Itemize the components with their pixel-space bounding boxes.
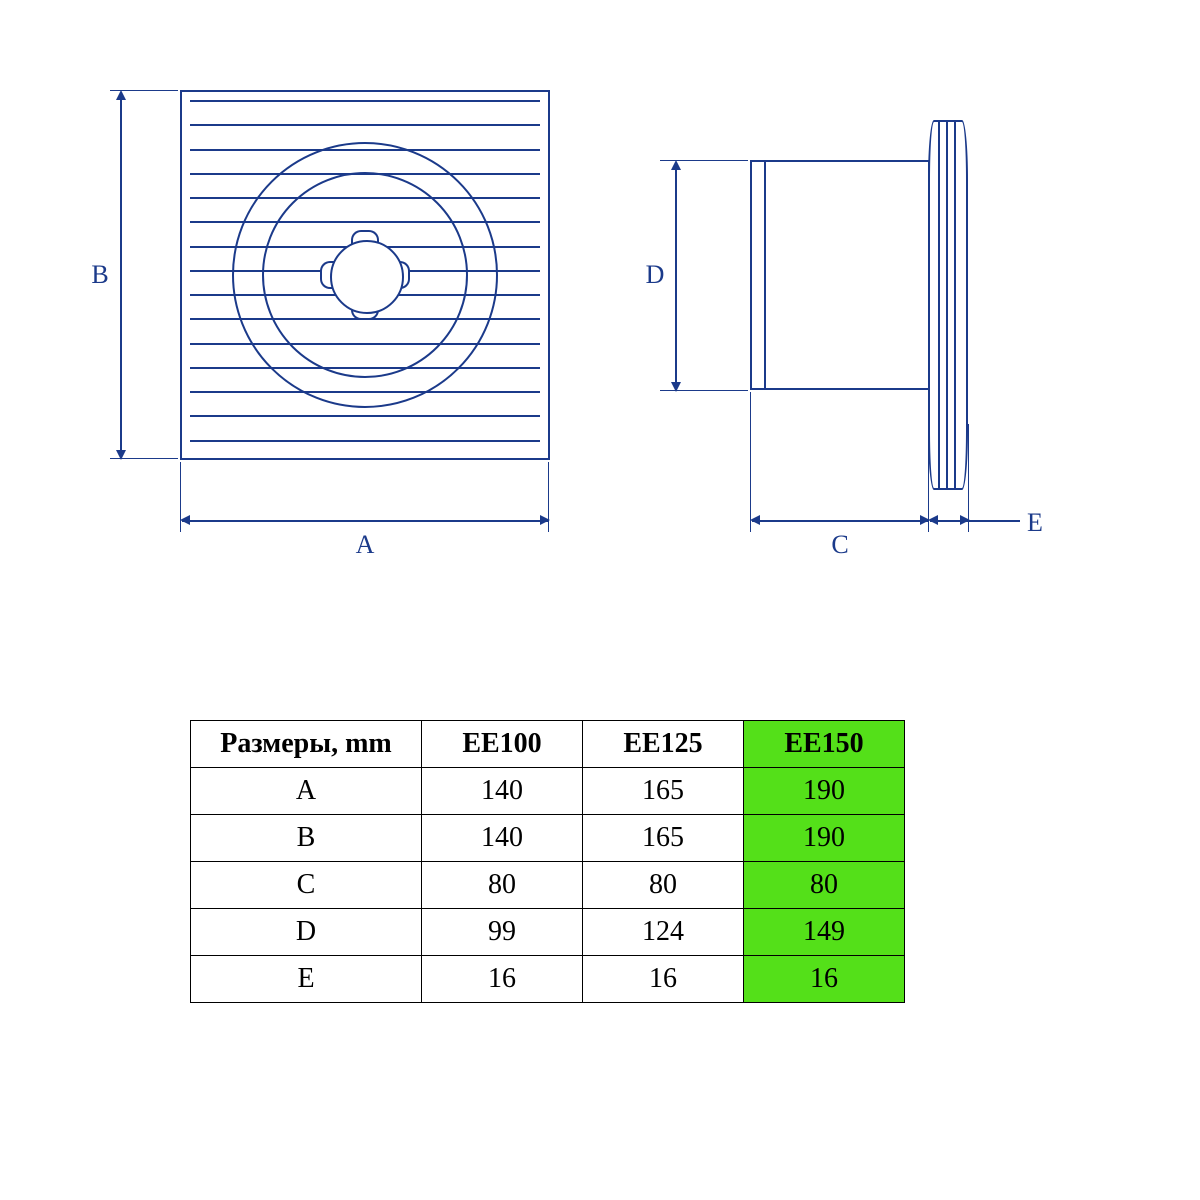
table-col-2: EE150 (744, 721, 905, 768)
cell: 165 (583, 815, 744, 862)
dimension-D (675, 162, 677, 390)
dimension-B (120, 92, 122, 458)
dimension-A (182, 520, 548, 522)
cell: 140 (422, 815, 583, 862)
dimension-label-A: A (355, 530, 375, 560)
dimensions-table: Размеры, mm EE100 EE125 EE150 A 140 165 … (190, 720, 905, 1003)
row-label: A (191, 768, 422, 815)
fan-icon (232, 142, 498, 408)
dimension-C (752, 520, 928, 522)
cell: 124 (583, 909, 744, 956)
table-body: A 140 165 190 B 140 165 190 C 80 80 80 (191, 768, 905, 1003)
table-row: B 140 165 190 (191, 815, 905, 862)
dimension-label-C: C (830, 530, 850, 560)
dimension-label-B: B (90, 260, 110, 290)
table-header-label: Размеры, mm (191, 721, 422, 768)
cell: 190 (744, 815, 905, 862)
table-row: D 99 124 149 (191, 909, 905, 956)
dimension-label-E: E (1025, 508, 1045, 538)
cell: 165 (583, 768, 744, 815)
front-view (180, 90, 550, 460)
table-row: E 16 16 16 (191, 956, 905, 1003)
cell: 190 (744, 768, 905, 815)
duct (750, 160, 930, 390)
cell: 149 (744, 909, 905, 956)
dimensions-table-wrap: Размеры, mm EE100 EE125 EE150 A 140 165 … (190, 720, 905, 1003)
technical-diagrams: A B D C (120, 80, 1080, 580)
table-col-1: EE125 (583, 721, 744, 768)
cell: 16 (583, 956, 744, 1003)
cell: 80 (744, 862, 905, 909)
cell: 80 (422, 862, 583, 909)
side-view (720, 120, 1020, 460)
table-col-0: EE100 (422, 721, 583, 768)
table-row: C 80 80 80 (191, 862, 905, 909)
table-row: A 140 165 190 (191, 768, 905, 815)
page: A B D C (0, 0, 1200, 1200)
row-label: B (191, 815, 422, 862)
cell: 16 (744, 956, 905, 1003)
cell: 140 (422, 768, 583, 815)
row-label: D (191, 909, 422, 956)
cell: 16 (422, 956, 583, 1003)
row-label: E (191, 956, 422, 1003)
table-header-row: Размеры, mm EE100 EE125 EE150 (191, 721, 905, 768)
dimension-label-D: D (645, 260, 665, 290)
row-label: C (191, 862, 422, 909)
cell: 80 (583, 862, 744, 909)
faceplate (928, 120, 968, 490)
dimension-E (930, 520, 1020, 522)
cell: 99 (422, 909, 583, 956)
